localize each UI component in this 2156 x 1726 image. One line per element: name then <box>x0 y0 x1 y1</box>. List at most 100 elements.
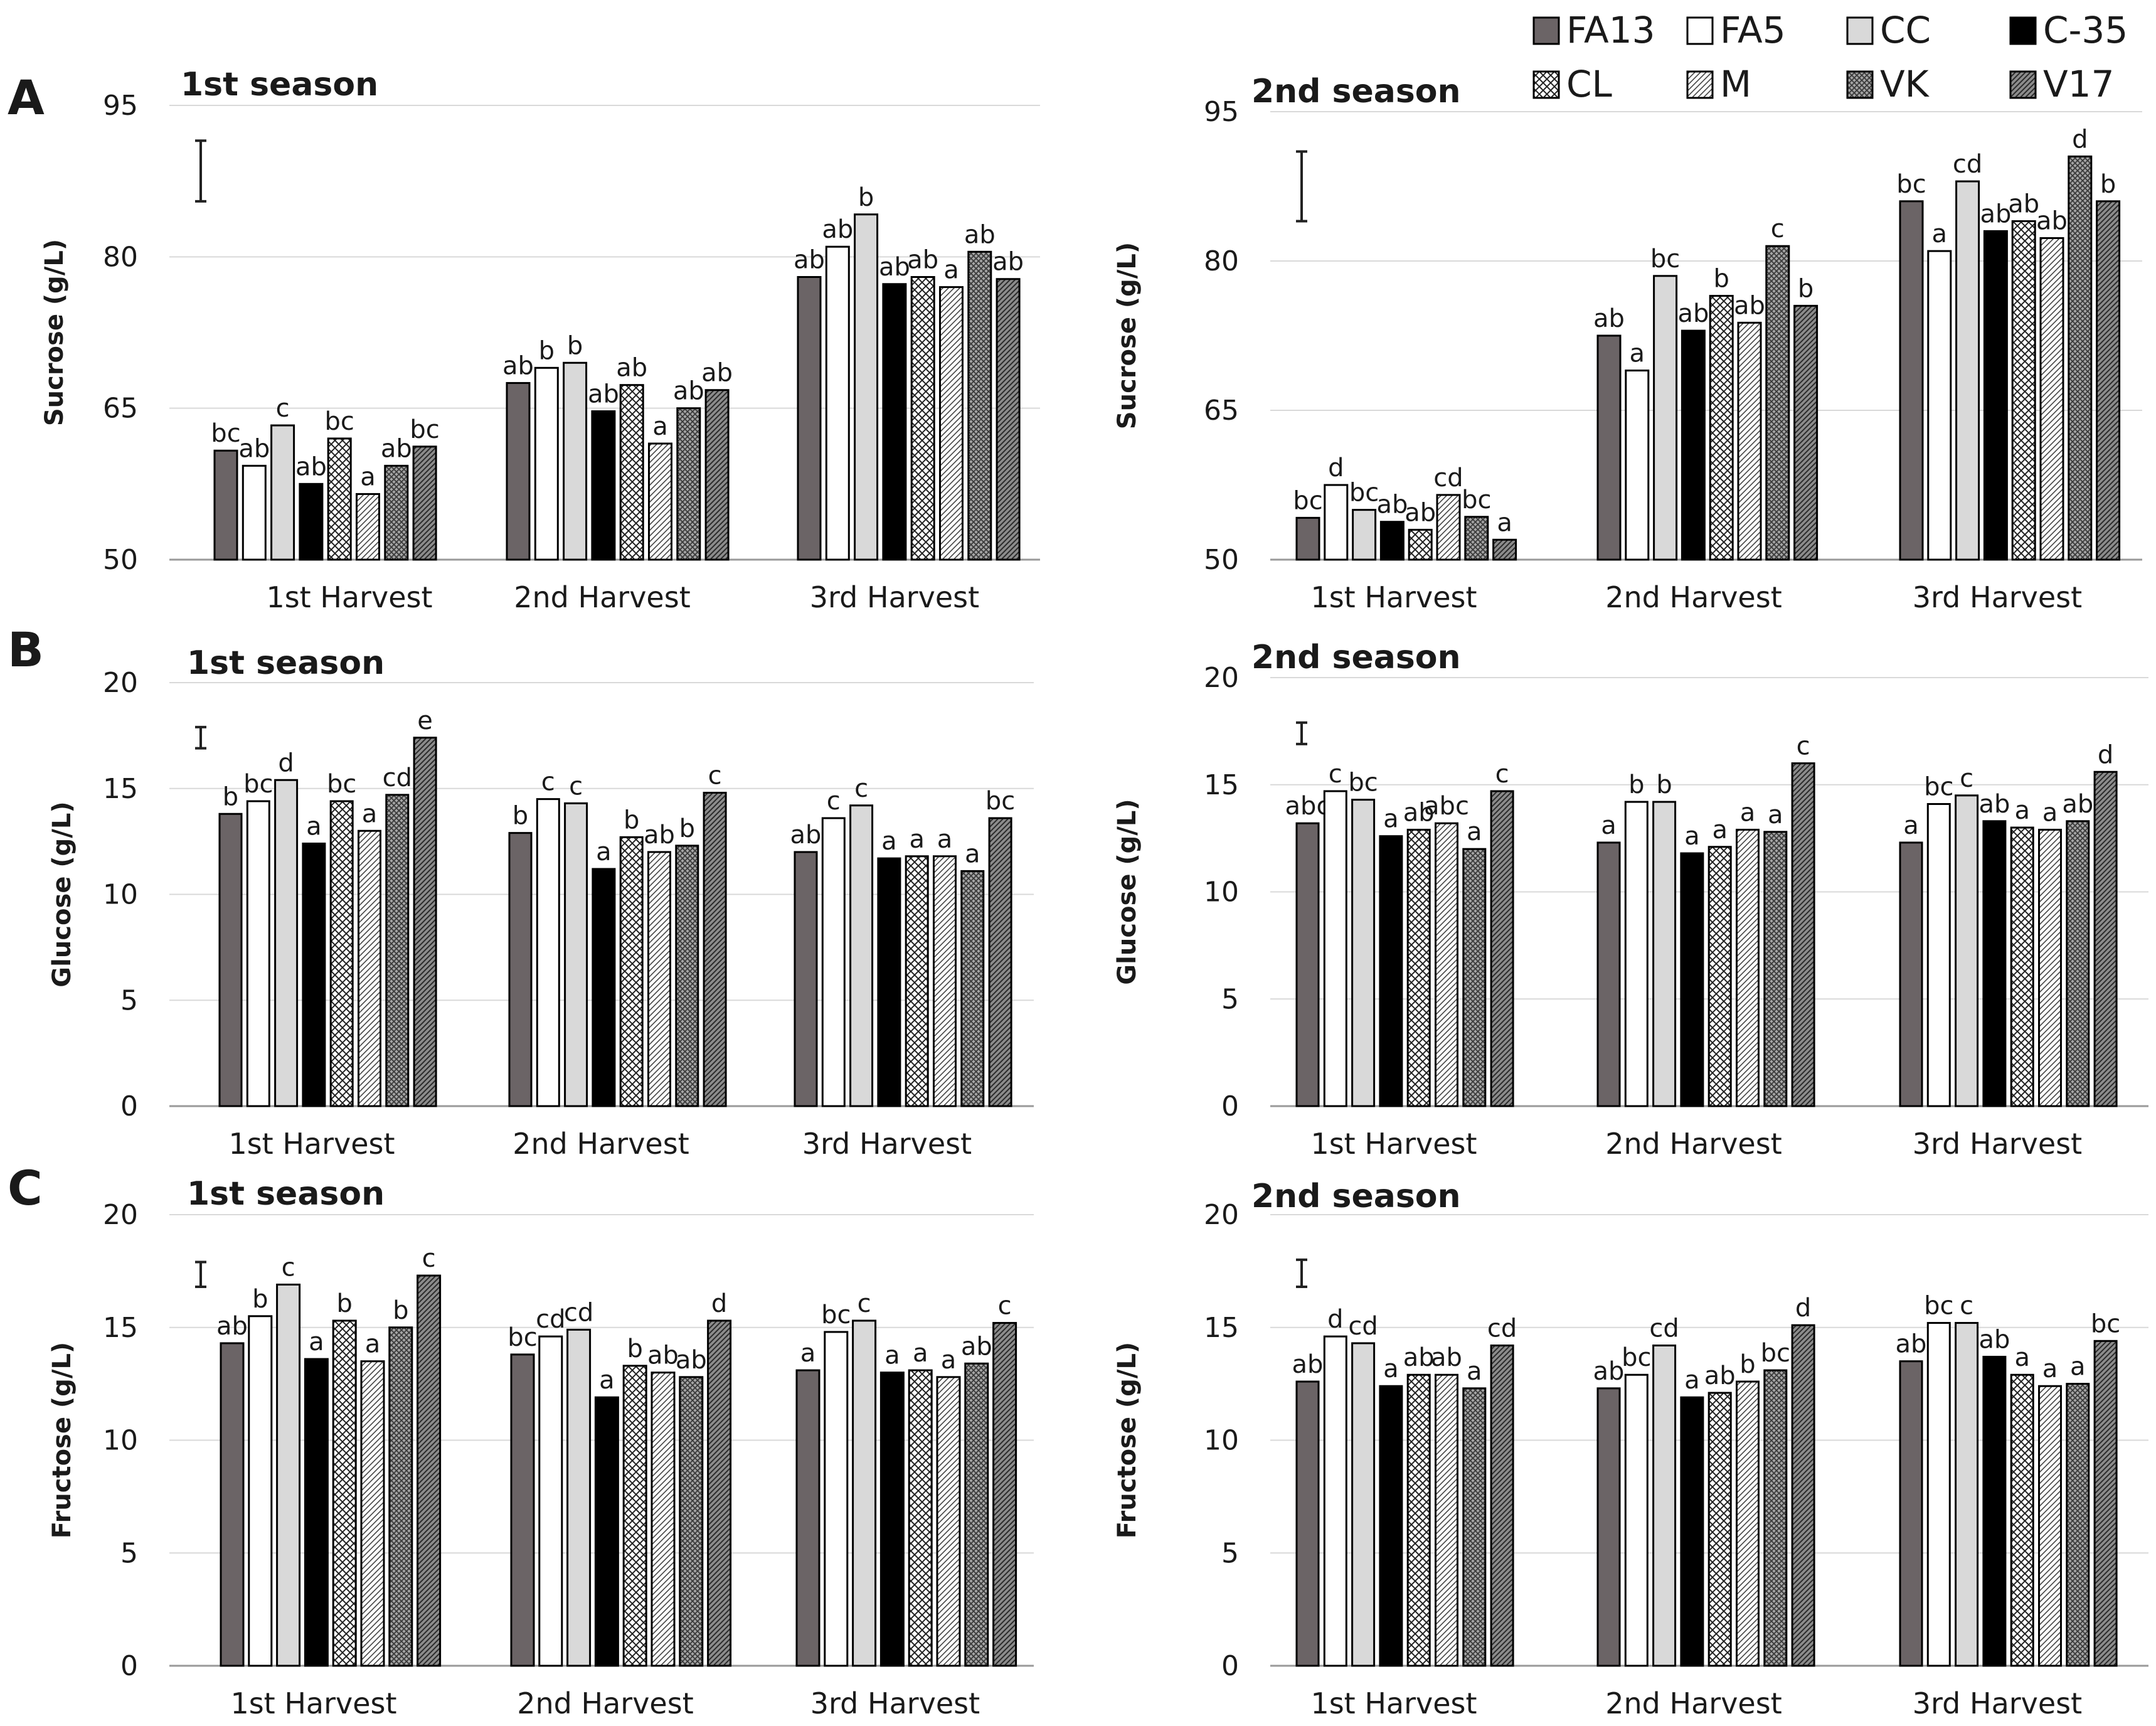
chart-c2-letter-v17-h3: bc <box>2091 1309 2120 1338</box>
chart-b1-bar-v17-h1 <box>413 737 437 1107</box>
chart-a2-bar-fa5-h2 <box>1625 370 1650 561</box>
chart-b1-bar-cl-h2 <box>619 836 644 1107</box>
chart-a2-bar-fa13-h3 <box>1899 200 1924 561</box>
chart-b1-letter-v17-h1: e <box>417 706 433 735</box>
chart-c2-letter-fa13-h1: ab <box>1292 1350 1324 1379</box>
chart-b2-letter-fa13-h3: a <box>1903 811 1919 840</box>
chart-b1-letter-v17-h2: c <box>708 762 722 791</box>
chart-a2-letter-m-h3: ab <box>2036 207 2068 236</box>
chart-b1-bar-v17-h3 <box>988 817 1012 1107</box>
chart-b1-bar-cc-h3 <box>849 804 874 1107</box>
chart-c1-ylabel: Fructose (g/L) <box>48 1342 77 1538</box>
chart-a2-letter-c-35-h1: ab <box>1376 491 1408 519</box>
chart-b2-ytick-0: 0 <box>1221 1090 1239 1122</box>
chart-a1-letter-cl-h1: bc <box>325 407 354 436</box>
chart-a2-letter-m-h2: ab <box>1734 291 1765 320</box>
chart-c2-ytick-5: 5 <box>1221 1537 1239 1569</box>
chart-b1-letter-fa13-h3: ab <box>790 821 822 850</box>
chart-a1-ytick-95: 95 <box>103 90 138 122</box>
chart-c1-letter-fa13-h1: ab <box>216 1312 248 1341</box>
chart-a1-letter-cc-h3: b <box>858 183 874 212</box>
chart-a2-ytick-80: 80 <box>1204 245 1239 277</box>
chart-c1-bar-vk-h2 <box>679 1376 704 1667</box>
chart-c1-xtick-1: 1st Harvest <box>230 1686 396 1720</box>
chart-a1-bar-vk-h1 <box>384 464 409 561</box>
chart-c1-bar-cl-h2 <box>622 1365 647 1667</box>
chart-b2-bar-m-h1 <box>1435 822 1458 1107</box>
chart-c2-letter-cl-h3: a <box>2014 1343 2030 1372</box>
chart-b1-letter-vk-h2: b <box>679 814 695 843</box>
chart-a1-ytick-50: 50 <box>103 544 138 576</box>
chart-a1-bar-cc-h1 <box>270 424 295 561</box>
chart-b1-bar-fa13-h1 <box>218 812 243 1107</box>
chart-c2-bar-fa13-h3 <box>1899 1360 1923 1667</box>
chart-a1-bar-fa13-h1 <box>213 449 238 561</box>
chart-b2-letter-c-35-h2: a <box>1684 822 1700 851</box>
chart-b2-title: 2nd season <box>1251 639 1461 676</box>
chart-b2-letter-fa5-h2: b <box>1628 770 1644 799</box>
legend-label-cc: CC <box>1880 9 1931 51</box>
chart-c2-letter-m-h3: a <box>2042 1355 2058 1383</box>
chart-c1-bar-fa13-h2 <box>510 1353 535 1667</box>
chart-b1-letter-cl-h3: a <box>909 825 925 854</box>
chart-a1-bar-fa5-h1 <box>242 464 267 561</box>
chart-a2-ytick-65: 65 <box>1204 395 1239 427</box>
chart-b1-letter-fa5-h3: c <box>827 787 841 816</box>
chart-a2-letter-fa5-h2: a <box>1630 339 1645 368</box>
legend-entry-vk: VK <box>1846 63 1930 105</box>
chart-b1-ytick-15: 15 <box>103 773 138 805</box>
chart-b2-ylabel: Glucose (g/L) <box>1113 799 1142 984</box>
chart-b2-letter-fa13-h1: abc <box>1285 792 1330 821</box>
chart-c1-letter-fa5-h1: b <box>252 1285 268 1314</box>
chart-b1-letter-c-35-h2: a <box>596 838 612 866</box>
chart-c1-xtick-3: 3rd Harvest <box>810 1686 980 1720</box>
chart-b2-bar-vk-h2 <box>1763 831 1788 1107</box>
chart-a2-letter-cl-h1: ab <box>1405 498 1436 527</box>
chart-b2-bar-cc-h1 <box>1351 799 1376 1107</box>
chart-a1-bar-c-35-h3 <box>882 283 907 561</box>
chart-b2-letter-m-h3: a <box>2042 798 2058 827</box>
chart-b1-ytick-0: 0 <box>120 1090 138 1122</box>
legend-entry-fa5: FA5 <box>1686 9 1786 51</box>
chart-a1-bar-v17-h3 <box>996 278 1021 561</box>
chart-b2-bar-fa5-h1 <box>1323 790 1347 1107</box>
chart-a1-bar-fa13-h2 <box>506 381 531 561</box>
chart-a2-letter-fa13-h2: ab <box>1593 304 1625 333</box>
chart-a2-letter-cc-h3: cd <box>1953 150 1982 179</box>
chart-c1-bar-m-h1 <box>360 1360 385 1667</box>
chart-b2-bar-cc-h3 <box>1955 794 1979 1107</box>
chart-a1-letter-vk-h1: ab <box>381 434 412 463</box>
chart-b1-title: 1st season <box>187 644 385 682</box>
chart-c2-letter-cc-h2: cd <box>1649 1314 1679 1343</box>
chart-b1-bar-vk-h1 <box>385 794 410 1107</box>
chart-a2-ytick-95: 95 <box>1204 96 1239 128</box>
chart-c1-bar-v17-h1 <box>417 1274 442 1667</box>
chart-c2-letter-cl-h1: ab <box>1403 1343 1435 1372</box>
chart-c1-letter-v17-h1: c <box>422 1244 436 1273</box>
chart-c2-letter-vk-h1: a <box>1467 1357 1482 1386</box>
chart-c2-xtick-3: 3rd Harvest <box>1913 1686 2082 1720</box>
chart-c2-letter-fa5-h2: bc <box>1622 1343 1651 1372</box>
chart-b2-letter-cc-h2: b <box>1656 770 1672 799</box>
chart-a2-bar-m-h3 <box>2039 237 2064 561</box>
chart-c1-letter-vk-h3: ab <box>961 1332 992 1361</box>
chart-c1-ytick-0: 0 <box>120 1650 138 1682</box>
chart-a1-letter-c-35-h1: ab <box>295 452 327 481</box>
chart-a1-bar-m-h2 <box>648 442 672 561</box>
chart-a2-bar-v17-h1 <box>1492 538 1517 561</box>
chart-a2-letter-cc-h1: bc <box>1349 479 1379 508</box>
chart-c1-bar-fa5-h2 <box>538 1335 563 1667</box>
chart-c1-letter-cl-h2: b <box>627 1334 643 1363</box>
legend-entry-fa13: FA13 <box>1532 9 1655 51</box>
chart-a1-bar-cl-h2 <box>619 384 644 561</box>
legend-label-m: M <box>1720 63 1751 105</box>
chart-a1-letter-fa5-h3: ab <box>822 215 853 244</box>
chart-a2-bar-vk-h2 <box>1765 245 1790 561</box>
chart-c1-ytick-15: 15 <box>103 1312 138 1344</box>
chart-b2-bar-vk-h3 <box>2066 820 2090 1107</box>
chart-a2-letter-c-35-h2: ab <box>1677 299 1709 328</box>
chart-a1-xtick-3: 3rd Harvest <box>810 580 979 614</box>
chart-c2-bar-c-35-h3 <box>1982 1355 2007 1667</box>
chart-a1-bar-v17-h2 <box>704 389 730 561</box>
